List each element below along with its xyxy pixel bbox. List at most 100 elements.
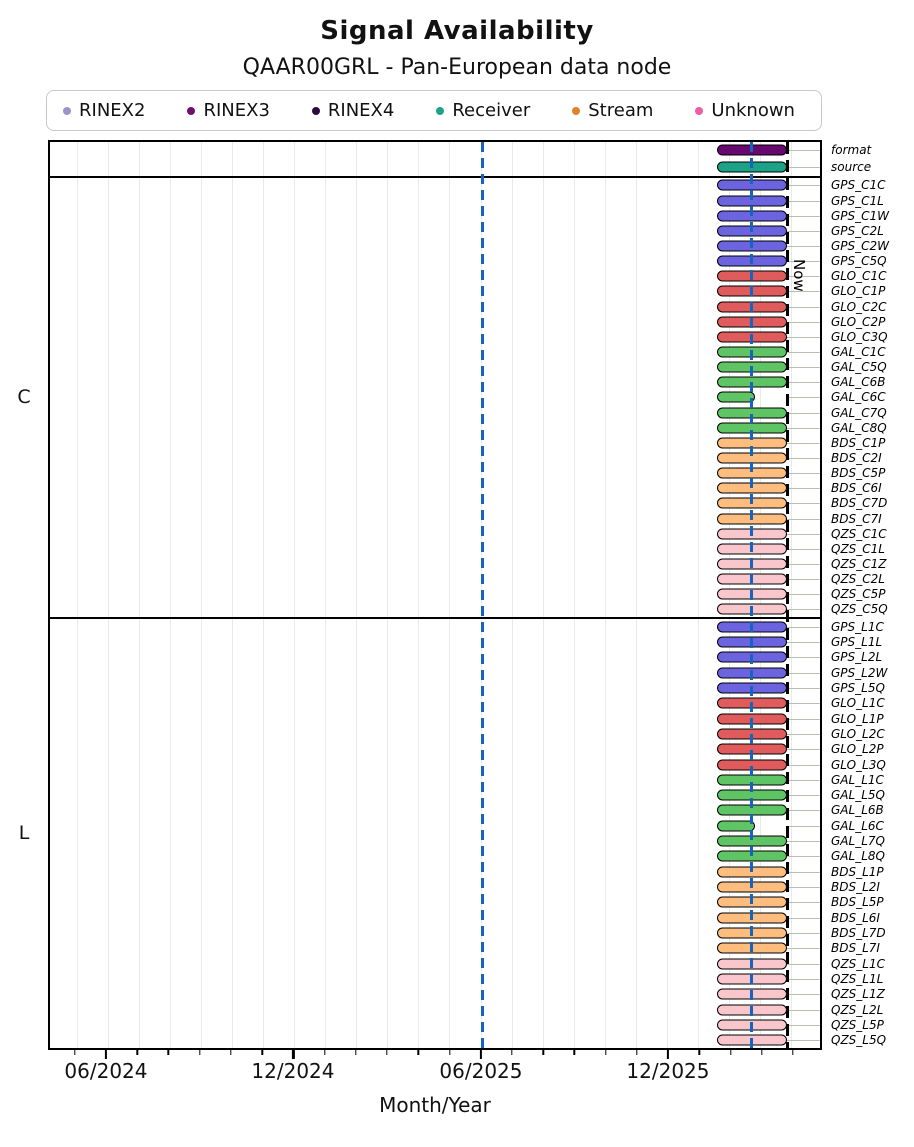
row-label: BDS_L7I bbox=[831, 941, 880, 956]
now-label: Now bbox=[790, 259, 809, 292]
leader-line bbox=[787, 933, 820, 935]
leader-line bbox=[787, 276, 820, 278]
leader-line bbox=[787, 351, 820, 353]
row-label: BDS_C7D bbox=[831, 496, 888, 511]
legend-item-stream: Stream bbox=[572, 100, 653, 121]
row-label: GAL_L6C bbox=[831, 818, 884, 833]
leader-line bbox=[787, 563, 820, 565]
legend-item-receiver: Receiver bbox=[436, 100, 530, 121]
marker-02-2026 bbox=[749, 142, 754, 1048]
leader-line bbox=[787, 427, 820, 429]
leader-line bbox=[787, 687, 820, 689]
row-label: GLO_C1P bbox=[831, 284, 886, 299]
leader-line bbox=[787, 215, 820, 217]
leader-line bbox=[787, 887, 820, 889]
x-axis-title: Month/Year bbox=[379, 1093, 491, 1117]
minor-tick bbox=[198, 1050, 201, 1055]
chart-title: Signal Availability bbox=[320, 16, 594, 46]
leader-line bbox=[787, 917, 820, 919]
leader-line bbox=[787, 1040, 820, 1042]
leader-line bbox=[787, 856, 820, 858]
row-label: GPS_C5Q bbox=[831, 254, 887, 269]
row-label: GPS_C1L bbox=[831, 193, 884, 208]
minor-tick bbox=[729, 1050, 732, 1055]
legend: RINEX2 RINEX3 RINEX4 Receiver Stream Unknown bbox=[46, 90, 822, 131]
leader-line bbox=[787, 291, 820, 293]
row-label: GLO_C1C bbox=[831, 269, 887, 284]
minor-tick bbox=[698, 1050, 701, 1055]
month-gridline bbox=[666, 142, 668, 1048]
row-label: QZS_L1L bbox=[831, 972, 884, 987]
leader-line bbox=[787, 245, 820, 247]
row-label: GPS_L1C bbox=[831, 619, 884, 634]
row-label: GPS_C2W bbox=[831, 238, 890, 253]
leader-line bbox=[787, 810, 820, 812]
now-line bbox=[785, 142, 789, 1048]
rinex4-dot-icon bbox=[311, 106, 320, 115]
row-label: GPS_L2L bbox=[831, 650, 883, 665]
availability-bar bbox=[716, 820, 755, 832]
minor-tick bbox=[74, 1050, 76, 1055]
row-label: GAL_L1C bbox=[831, 772, 884, 787]
x-tick-label: 12/2024 bbox=[251, 1059, 335, 1083]
leader-line bbox=[787, 367, 820, 369]
row-label: GAL_L6B bbox=[831, 803, 884, 818]
row-label: BDS_L7D bbox=[831, 926, 886, 941]
row-label: GAL_L8Q bbox=[831, 849, 885, 864]
leader-line bbox=[787, 185, 820, 187]
leader-line bbox=[787, 518, 820, 520]
leader-line bbox=[787, 749, 820, 751]
minor-tick bbox=[573, 1050, 576, 1055]
legend-label: Receiver bbox=[452, 100, 531, 121]
row-label: GLO_L2P bbox=[831, 742, 884, 757]
row-label: QZS_C1Z bbox=[831, 556, 887, 571]
leader-line bbox=[787, 306, 820, 308]
minor-tick bbox=[261, 1050, 263, 1055]
row-label: GAL_C7Q bbox=[831, 405, 887, 420]
x-axis-labels: 06/2024 12/2024 06/2025 12/2025 bbox=[48, 1059, 822, 1085]
signal-row-gal_l6c: GAL_L6C bbox=[50, 818, 884, 833]
leader-line bbox=[787, 167, 820, 169]
row-label: QZS_C2L bbox=[831, 572, 885, 587]
receiver-dot-icon bbox=[436, 106, 445, 115]
row-label: GPS_C2L bbox=[831, 223, 884, 238]
leader-line bbox=[787, 1009, 820, 1011]
row-label: BDS_C2I bbox=[831, 450, 882, 465]
minor-tick bbox=[448, 1050, 451, 1055]
chart-subtitle: QAAR00GRL - Pan-European data node bbox=[242, 55, 672, 80]
legend-label: Stream bbox=[588, 100, 654, 121]
leader-line bbox=[787, 442, 820, 444]
month-gridline bbox=[542, 142, 544, 1048]
major-tick bbox=[667, 1050, 670, 1059]
leader-line bbox=[787, 1025, 820, 1027]
row-label: QZS_L2L bbox=[831, 1002, 884, 1017]
leader-line bbox=[787, 150, 820, 152]
major-tick bbox=[104, 1050, 108, 1059]
marker-06-2025 bbox=[480, 142, 485, 1048]
row-label: GPS_L1L bbox=[831, 634, 883, 649]
row-label: BDS_C5P bbox=[831, 466, 886, 481]
leader-line bbox=[787, 579, 820, 581]
month-gridline bbox=[418, 142, 420, 1048]
month-gridline bbox=[200, 142, 202, 1048]
row-label: GAL_C6B bbox=[831, 375, 886, 390]
signal-row-gal_c6c: GAL_C6C bbox=[50, 390, 886, 405]
major-tick bbox=[292, 1050, 295, 1059]
month-gridline bbox=[231, 142, 233, 1048]
month-gridline bbox=[325, 142, 327, 1048]
month-gridline bbox=[138, 142, 140, 1048]
row-label: QZS_L5Q bbox=[831, 1033, 887, 1048]
legend-item-unknown: Unknown bbox=[695, 100, 795, 121]
month-gridline bbox=[107, 142, 109, 1048]
rinex3-dot-icon bbox=[187, 106, 196, 115]
row-label: GAL_C5Q bbox=[831, 360, 887, 375]
leader-line bbox=[787, 825, 820, 827]
row-label: GAL_L5Q bbox=[831, 788, 885, 803]
leader-line bbox=[787, 994, 820, 996]
minor-tick bbox=[355, 1050, 357, 1055]
legend-item-rinex4: RINEX4 bbox=[311, 100, 394, 121]
minor-tick bbox=[542, 1050, 544, 1055]
month-gridline bbox=[76, 142, 78, 1048]
leader-line bbox=[787, 979, 820, 981]
